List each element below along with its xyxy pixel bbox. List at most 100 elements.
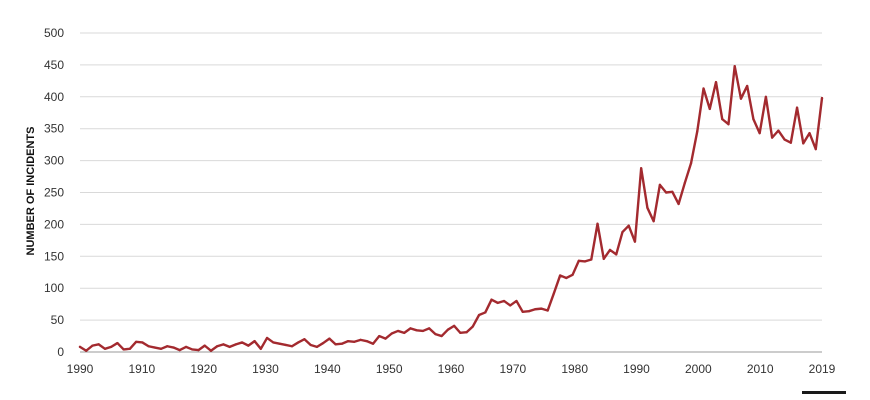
y-tick-label: 500 bbox=[44, 26, 64, 40]
data-point bbox=[727, 123, 730, 126]
data-point bbox=[284, 343, 287, 347]
y-axis-title: NUMBER OF INCIDENTS bbox=[25, 127, 37, 256]
data-point bbox=[627, 224, 630, 227]
data-point bbox=[559, 274, 562, 277]
data-point bbox=[290, 345, 294, 348]
data-point bbox=[434, 333, 437, 336]
data-point bbox=[577, 259, 580, 262]
data-point bbox=[278, 342, 281, 345]
data-point bbox=[371, 342, 375, 345]
data-point bbox=[540, 307, 543, 310]
data-point bbox=[272, 341, 275, 344]
data-point bbox=[415, 329, 418, 332]
y-tick-label: 400 bbox=[44, 90, 64, 104]
data-point bbox=[322, 341, 325, 345]
data-point bbox=[128, 347, 131, 350]
data-point bbox=[209, 349, 213, 352]
corner-mark bbox=[802, 391, 846, 394]
data-point bbox=[166, 345, 169, 348]
data-point bbox=[465, 331, 468, 334]
data-point bbox=[359, 338, 362, 341]
data-point bbox=[91, 344, 94, 347]
x-tick-label: 1990 bbox=[67, 362, 94, 376]
data-point bbox=[764, 95, 767, 98]
data-point bbox=[739, 97, 743, 100]
data-point bbox=[708, 107, 711, 111]
y-tick-label: 250 bbox=[44, 186, 64, 200]
data-point bbox=[141, 341, 144, 344]
data-point bbox=[502, 299, 506, 303]
data-point bbox=[241, 341, 244, 344]
data-point bbox=[509, 304, 512, 307]
data-point bbox=[440, 334, 443, 338]
y-tick-label: 150 bbox=[44, 249, 64, 263]
data-point bbox=[608, 248, 612, 252]
data-point bbox=[172, 346, 175, 349]
data-point bbox=[159, 347, 163, 350]
data-point bbox=[808, 132, 811, 135]
data-point bbox=[309, 343, 312, 347]
series-line bbox=[78, 64, 824, 352]
x-tick-label: 2010 bbox=[747, 362, 774, 376]
data-point bbox=[652, 220, 655, 223]
data-point bbox=[521, 310, 524, 313]
data-point bbox=[496, 301, 499, 304]
data-point bbox=[203, 344, 206, 347]
x-tick-label: 2000 bbox=[685, 362, 712, 376]
data-point bbox=[446, 328, 449, 331]
data-point bbox=[702, 87, 705, 90]
data-point bbox=[315, 345, 319, 348]
data-point bbox=[515, 299, 518, 303]
data-point bbox=[795, 106, 799, 109]
data-points bbox=[78, 65, 824, 352]
data-point bbox=[147, 345, 150, 348]
data-point bbox=[746, 84, 749, 88]
data-point bbox=[191, 348, 194, 351]
data-point bbox=[297, 341, 300, 344]
data-point bbox=[453, 324, 456, 327]
gridlines bbox=[80, 32, 822, 353]
data-point bbox=[247, 344, 250, 347]
data-point bbox=[571, 273, 574, 276]
data-point bbox=[378, 334, 381, 338]
y-tick-label: 350 bbox=[44, 122, 64, 136]
data-point bbox=[197, 348, 200, 352]
data-point bbox=[234, 343, 237, 346]
data-point bbox=[222, 343, 225, 346]
data-point bbox=[178, 348, 181, 352]
data-point bbox=[552, 292, 555, 295]
data-point bbox=[490, 298, 493, 301]
data-point bbox=[365, 340, 368, 343]
data-point bbox=[689, 162, 693, 165]
data-point bbox=[216, 345, 219, 348]
data-point bbox=[353, 340, 356, 343]
data-point bbox=[596, 222, 599, 225]
data-point bbox=[733, 65, 736, 68]
x-tick-label: 1940 bbox=[314, 362, 341, 376]
data-point bbox=[477, 313, 481, 317]
x-tick-label: 1910 bbox=[128, 362, 155, 376]
data-point bbox=[665, 191, 668, 194]
x-tick-label: 1990 bbox=[623, 362, 650, 376]
data-point bbox=[789, 141, 792, 144]
data-point bbox=[590, 258, 593, 261]
x-tick-label: 1950 bbox=[376, 362, 403, 376]
data-point bbox=[677, 202, 680, 206]
data-point bbox=[340, 342, 343, 345]
x-tick-label: 2019 bbox=[809, 362, 836, 376]
data-point bbox=[97, 343, 100, 346]
data-point bbox=[696, 130, 699, 133]
x-tick-label: 1920 bbox=[190, 362, 217, 376]
data-point bbox=[253, 340, 256, 343]
data-point bbox=[640, 167, 643, 170]
data-point bbox=[714, 81, 718, 84]
data-point bbox=[602, 257, 605, 260]
data-point bbox=[820, 96, 824, 100]
data-point bbox=[646, 206, 649, 209]
data-point bbox=[303, 338, 306, 341]
data-point bbox=[683, 181, 686, 185]
data-point bbox=[390, 332, 393, 335]
data-point bbox=[583, 260, 587, 263]
data-point bbox=[228, 345, 231, 348]
data-point bbox=[615, 253, 618, 256]
